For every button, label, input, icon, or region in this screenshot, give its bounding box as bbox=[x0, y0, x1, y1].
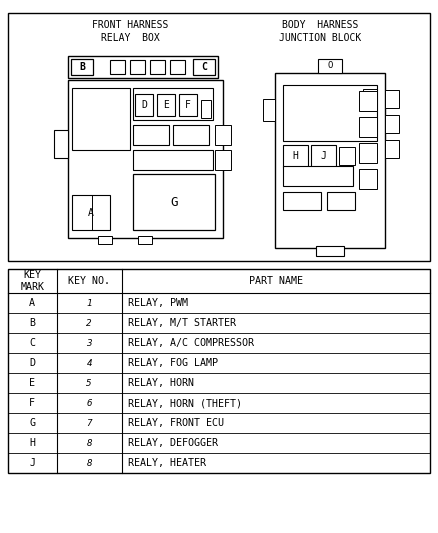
Bar bbox=[363, 89, 377, 103]
Bar bbox=[359, 91, 377, 111]
Bar bbox=[179, 94, 197, 116]
Bar bbox=[339, 147, 355, 165]
Bar bbox=[133, 88, 213, 120]
Bar bbox=[133, 174, 215, 230]
Text: C: C bbox=[201, 62, 207, 72]
Bar bbox=[150, 60, 165, 74]
Bar bbox=[316, 246, 344, 256]
Bar bbox=[283, 145, 308, 167]
Text: RELAY, FOG LAMP: RELAY, FOG LAMP bbox=[128, 358, 218, 368]
Text: RELAY, FRONT ECU: RELAY, FRONT ECU bbox=[128, 418, 224, 428]
Text: REALY, HEATER: REALY, HEATER bbox=[128, 458, 206, 468]
Bar bbox=[283, 85, 377, 141]
Text: 2: 2 bbox=[86, 319, 92, 327]
Bar bbox=[359, 169, 377, 189]
Bar bbox=[133, 125, 169, 145]
Text: F: F bbox=[29, 398, 35, 408]
Text: 6: 6 bbox=[86, 399, 92, 408]
Text: E: E bbox=[163, 100, 169, 110]
Bar bbox=[68, 56, 218, 78]
Bar bbox=[327, 192, 355, 210]
Bar bbox=[318, 59, 342, 73]
Text: H: H bbox=[29, 438, 35, 448]
Bar bbox=[68, 80, 223, 238]
Bar bbox=[54, 130, 68, 158]
Text: PART NAME: PART NAME bbox=[249, 276, 303, 286]
Bar bbox=[157, 94, 175, 116]
Text: 1: 1 bbox=[86, 298, 92, 308]
Bar bbox=[215, 150, 231, 170]
Bar bbox=[72, 88, 130, 150]
Text: 4: 4 bbox=[86, 359, 92, 367]
Bar bbox=[385, 90, 399, 108]
Text: D: D bbox=[141, 100, 147, 110]
Bar bbox=[173, 125, 209, 145]
Text: 3: 3 bbox=[86, 338, 92, 348]
Bar bbox=[135, 94, 153, 116]
Bar bbox=[283, 166, 353, 186]
Text: RELAY, HORN (THEFT): RELAY, HORN (THEFT) bbox=[128, 398, 242, 408]
Text: F: F bbox=[185, 100, 191, 110]
Text: RELAY, M/T STARTER: RELAY, M/T STARTER bbox=[128, 318, 236, 328]
Bar bbox=[8, 269, 430, 473]
Bar bbox=[385, 140, 399, 158]
Text: G: G bbox=[170, 196, 178, 208]
Bar bbox=[201, 100, 211, 118]
Text: 7: 7 bbox=[86, 418, 92, 427]
Text: D: D bbox=[29, 358, 35, 368]
Bar bbox=[133, 150, 213, 170]
Text: RELAY, PWM: RELAY, PWM bbox=[128, 298, 188, 308]
Text: RELAY, DEFOGGER: RELAY, DEFOGGER bbox=[128, 438, 218, 448]
Bar bbox=[359, 117, 377, 137]
Text: A: A bbox=[88, 208, 94, 218]
Text: A: A bbox=[29, 298, 35, 308]
Bar bbox=[215, 125, 231, 145]
Bar bbox=[72, 195, 110, 230]
Text: RELAY, A/C COMPRESSOR: RELAY, A/C COMPRESSOR bbox=[128, 338, 254, 348]
Text: B: B bbox=[29, 318, 35, 328]
Text: E: E bbox=[29, 378, 35, 388]
Bar bbox=[71, 59, 93, 75]
Bar bbox=[311, 145, 336, 167]
Bar bbox=[385, 115, 399, 133]
Bar bbox=[170, 60, 185, 74]
Bar bbox=[138, 236, 152, 244]
Bar bbox=[130, 60, 145, 74]
Text: FRONT HARNESS
RELAY  BOX: FRONT HARNESS RELAY BOX bbox=[92, 20, 168, 43]
Text: H: H bbox=[292, 151, 298, 161]
Text: BODY  HARNESS
JUNCTION BLOCK: BODY HARNESS JUNCTION BLOCK bbox=[279, 20, 361, 43]
Bar bbox=[110, 60, 125, 74]
Text: J: J bbox=[29, 458, 35, 468]
Text: C: C bbox=[29, 338, 35, 348]
Text: G: G bbox=[29, 418, 35, 428]
Bar bbox=[275, 73, 385, 248]
Bar bbox=[193, 59, 215, 75]
Text: 8: 8 bbox=[86, 439, 92, 448]
Bar bbox=[8, 13, 430, 261]
Text: 8: 8 bbox=[86, 458, 92, 467]
Text: J: J bbox=[320, 151, 326, 161]
Text: RELAY, HORN: RELAY, HORN bbox=[128, 378, 194, 388]
Bar bbox=[359, 143, 377, 163]
Text: O: O bbox=[327, 61, 333, 70]
Text: KEY NO.: KEY NO. bbox=[68, 276, 110, 286]
Bar bbox=[283, 192, 321, 210]
Text: 5: 5 bbox=[86, 378, 92, 387]
Bar bbox=[98, 236, 112, 244]
Bar bbox=[263, 99, 275, 121]
Text: B: B bbox=[79, 62, 85, 72]
Text: KEY
MARK: KEY MARK bbox=[20, 270, 44, 292]
